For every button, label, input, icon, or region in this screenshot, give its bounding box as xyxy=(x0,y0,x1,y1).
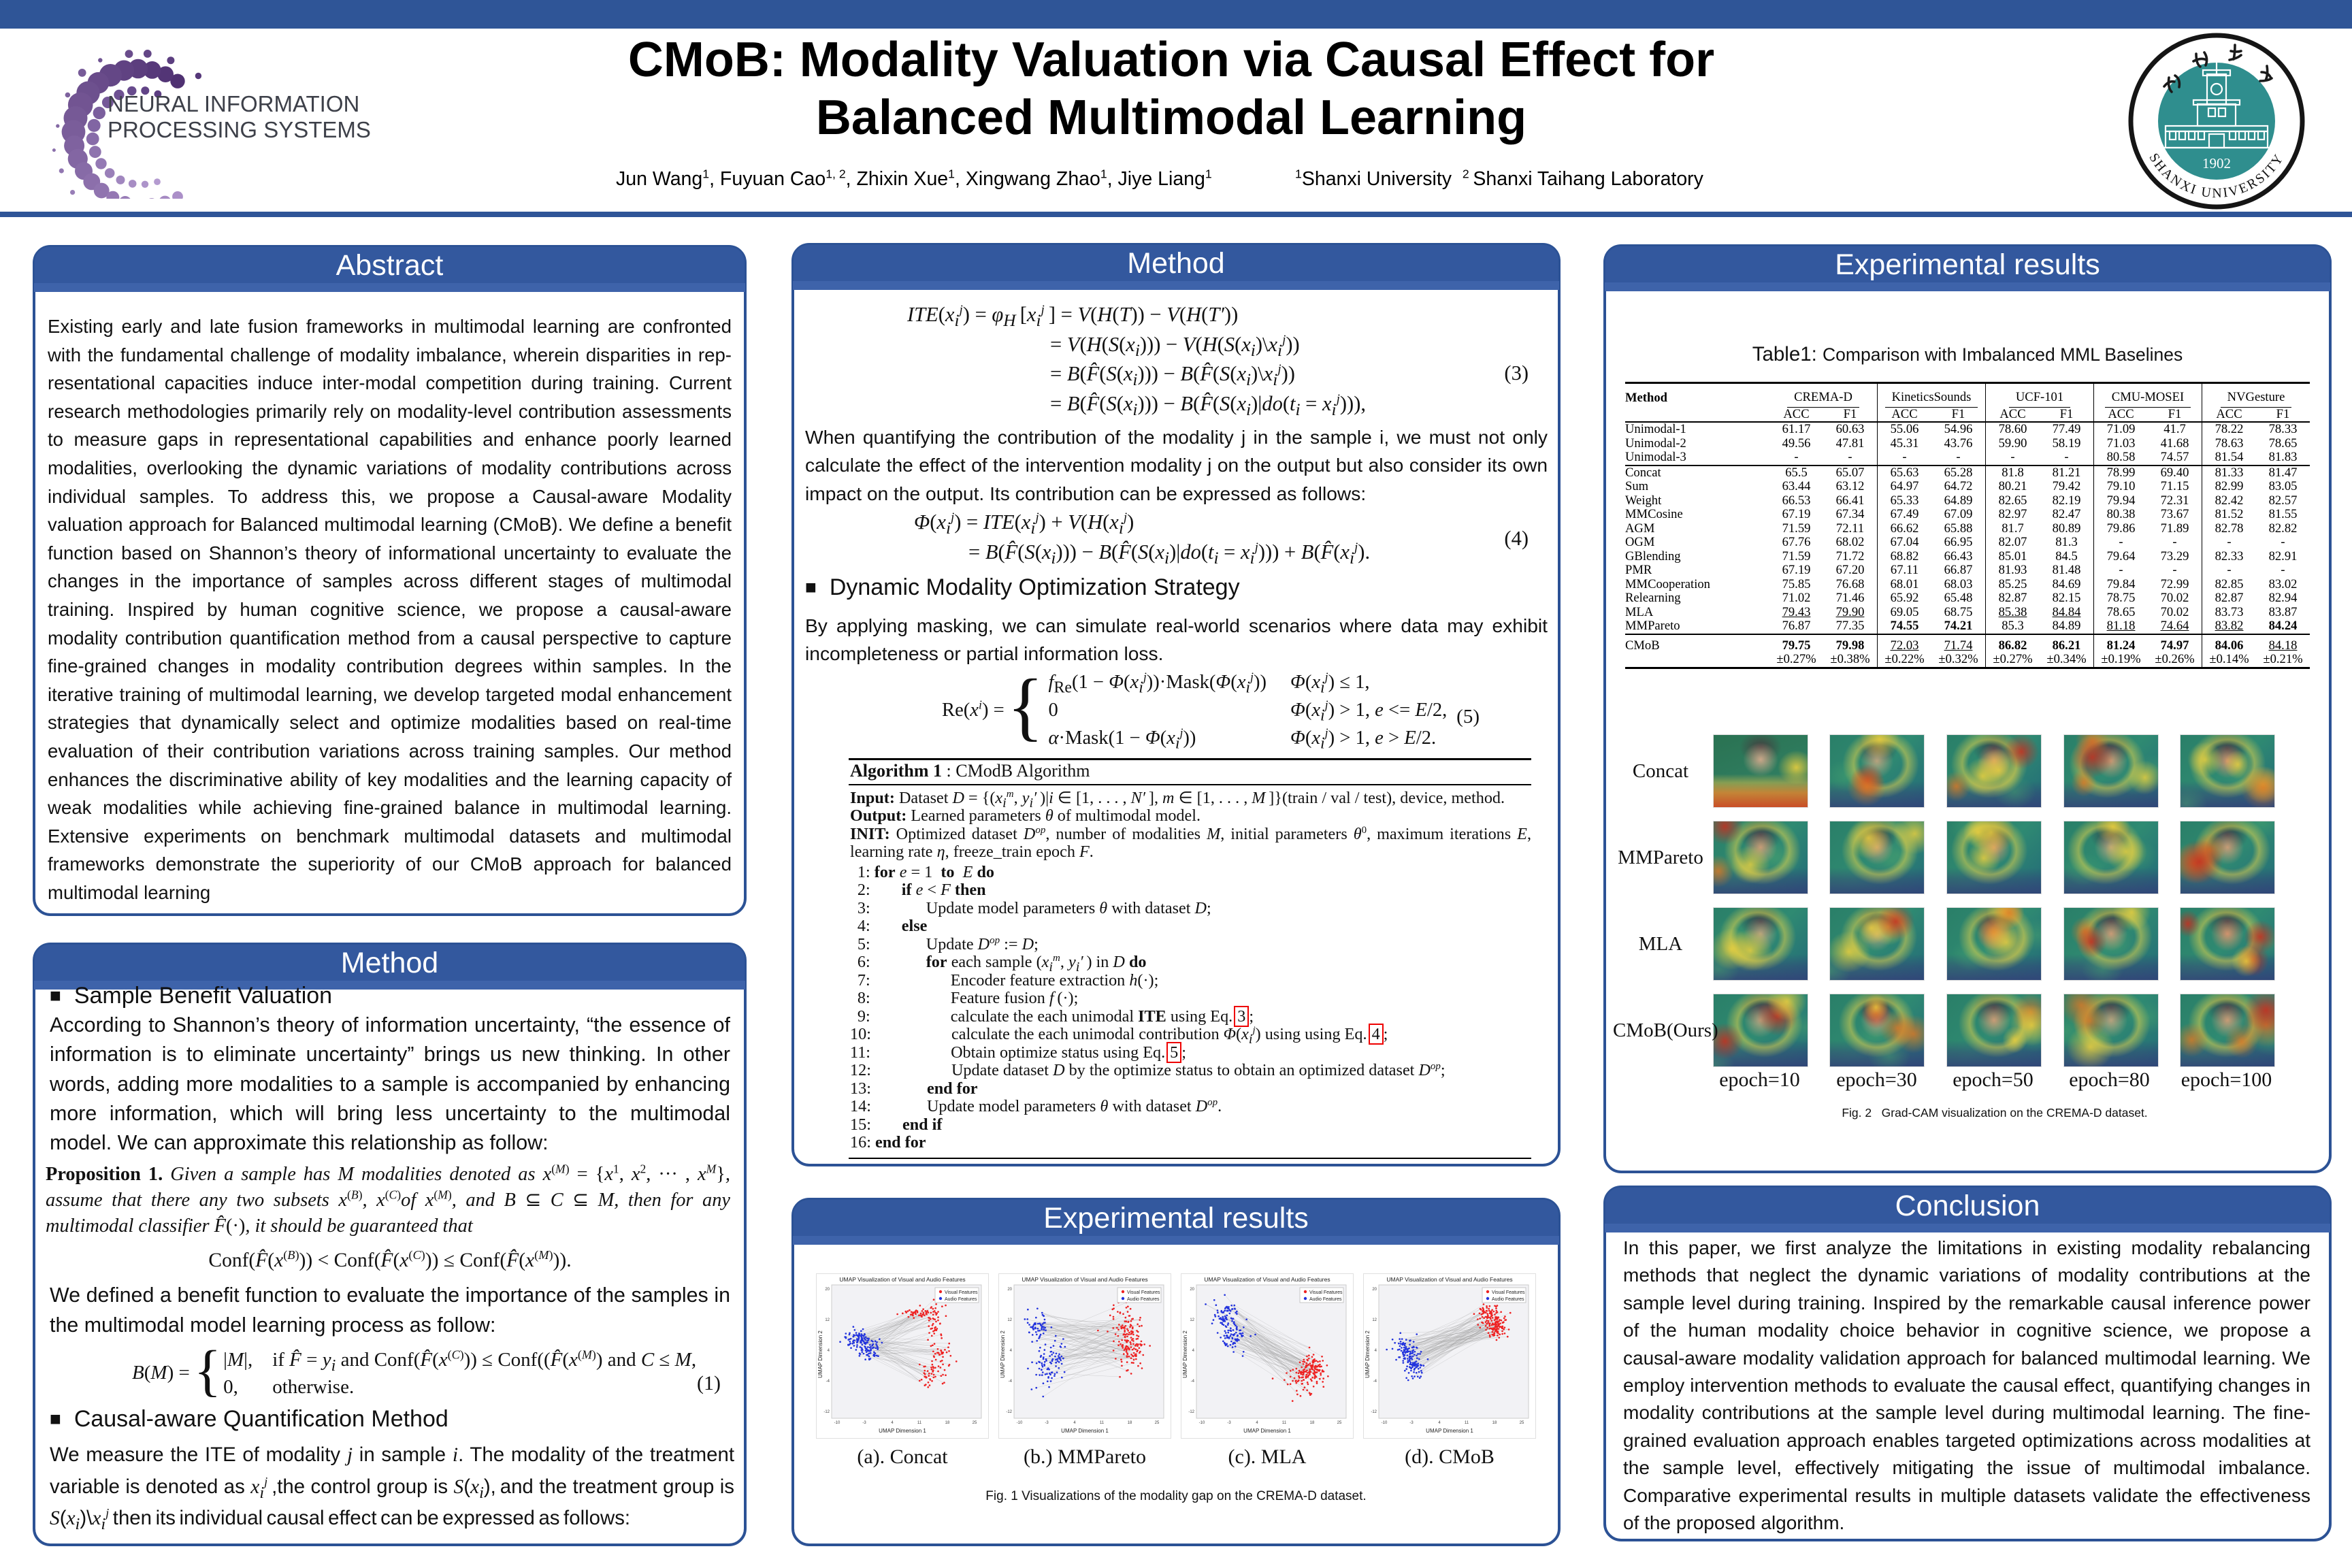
svg-text:-10: -10 xyxy=(1199,1421,1205,1425)
svg-text:Visual Features: Visual Features xyxy=(945,1290,978,1295)
svg-text:UMAP Dimension 2: UMAP Dimension 2 xyxy=(1000,1330,1006,1378)
svg-text:4: 4 xyxy=(1256,1421,1258,1425)
svg-text:-4: -4 xyxy=(826,1379,830,1384)
svg-text:Audio Features: Audio Features xyxy=(945,1297,977,1302)
svg-text:18: 18 xyxy=(1128,1421,1132,1425)
svg-text:-12: -12 xyxy=(1371,1410,1377,1414)
svg-text:4: 4 xyxy=(828,1349,830,1353)
svg-text:12: 12 xyxy=(1372,1318,1377,1322)
svg-text:11: 11 xyxy=(1100,1421,1105,1425)
svg-text:-3: -3 xyxy=(1045,1421,1049,1425)
svg-text:UMAP Dimension 2: UMAP Dimension 2 xyxy=(817,1330,823,1378)
svg-text:-10: -10 xyxy=(834,1421,840,1425)
svg-text:-12: -12 xyxy=(1006,1410,1012,1414)
svg-text:-3: -3 xyxy=(1227,1421,1231,1425)
svg-text:Visual Features: Visual Features xyxy=(1309,1290,1343,1295)
svg-text:18: 18 xyxy=(1310,1421,1315,1425)
svg-text:Audio Features: Audio Features xyxy=(1127,1297,1160,1302)
svg-text:25: 25 xyxy=(1155,1421,1160,1425)
svg-text:NEURAL INFORMATION: NEURAL INFORMATION xyxy=(108,91,359,116)
svg-text:UMAP Dimension 1: UMAP Dimension 1 xyxy=(1061,1428,1109,1434)
svg-text:UMAP Visualization of Visual a: UMAP Visualization of Visual and Audio F… xyxy=(1204,1276,1330,1283)
svg-text:Audio Features: Audio Features xyxy=(1492,1297,1524,1302)
svg-text:Visual Features: Visual Features xyxy=(1127,1290,1160,1295)
svg-text:PROCESSING SYSTEMS: PROCESSING SYSTEMS xyxy=(108,117,371,142)
svg-text:UMAP Visualization of Visual a: UMAP Visualization of Visual and Audio F… xyxy=(1386,1276,1512,1283)
svg-text:11: 11 xyxy=(917,1421,922,1425)
svg-text:25: 25 xyxy=(1337,1421,1342,1425)
svg-text:UMAP Dimension 1: UMAP Dimension 1 xyxy=(1243,1428,1291,1434)
svg-text:25: 25 xyxy=(1520,1421,1524,1425)
svg-text:-12: -12 xyxy=(1188,1410,1194,1414)
svg-text:4: 4 xyxy=(1192,1349,1195,1353)
svg-text:12: 12 xyxy=(825,1318,830,1322)
svg-text:4: 4 xyxy=(1375,1349,1377,1353)
svg-text:20: 20 xyxy=(825,1288,830,1292)
svg-text:UMAP Dimension 1: UMAP Dimension 1 xyxy=(1426,1428,1473,1434)
svg-text:18: 18 xyxy=(945,1421,950,1425)
svg-text:20: 20 xyxy=(1007,1288,1012,1292)
svg-text:UMAP Dimension 2: UMAP Dimension 2 xyxy=(1365,1330,1371,1378)
svg-text:11: 11 xyxy=(1465,1421,1469,1425)
svg-text:UMAP Visualization of Visual a: UMAP Visualization of Visual and Audio F… xyxy=(1022,1276,1147,1283)
svg-text:-3: -3 xyxy=(862,1421,866,1425)
svg-text:12: 12 xyxy=(1190,1318,1194,1322)
svg-text:20: 20 xyxy=(1190,1288,1194,1292)
svg-text:4: 4 xyxy=(1438,1421,1441,1425)
svg-text:UMAP Dimension 2: UMAP Dimension 2 xyxy=(1182,1330,1188,1378)
svg-text:-3: -3 xyxy=(1409,1421,1414,1425)
svg-text:18: 18 xyxy=(1492,1421,1497,1425)
svg-text:4: 4 xyxy=(891,1421,894,1425)
svg-text:11: 11 xyxy=(1282,1421,1287,1425)
svg-text:-4: -4 xyxy=(1009,1379,1013,1384)
svg-text:Audio Features: Audio Features xyxy=(1309,1297,1342,1302)
svg-text:-10: -10 xyxy=(1382,1421,1388,1425)
svg-text:UMAP Visualization of Visual a: UMAP Visualization of Visual and Audio F… xyxy=(839,1276,965,1283)
svg-text:12: 12 xyxy=(1007,1318,1012,1322)
svg-text:-4: -4 xyxy=(1373,1379,1377,1384)
svg-text:20: 20 xyxy=(1372,1288,1377,1292)
svg-text:4: 4 xyxy=(1073,1421,1076,1425)
svg-text:-10: -10 xyxy=(1017,1421,1023,1425)
svg-text:25: 25 xyxy=(973,1421,977,1425)
svg-text:Visual Features: Visual Features xyxy=(1492,1290,1525,1295)
svg-text:4: 4 xyxy=(1010,1349,1013,1353)
svg-text:1902: 1902 xyxy=(2202,155,2231,172)
svg-text:UMAP Dimension 1: UMAP Dimension 1 xyxy=(879,1428,926,1434)
svg-text:-4: -4 xyxy=(1191,1379,1195,1384)
svg-text:-12: -12 xyxy=(823,1410,830,1414)
